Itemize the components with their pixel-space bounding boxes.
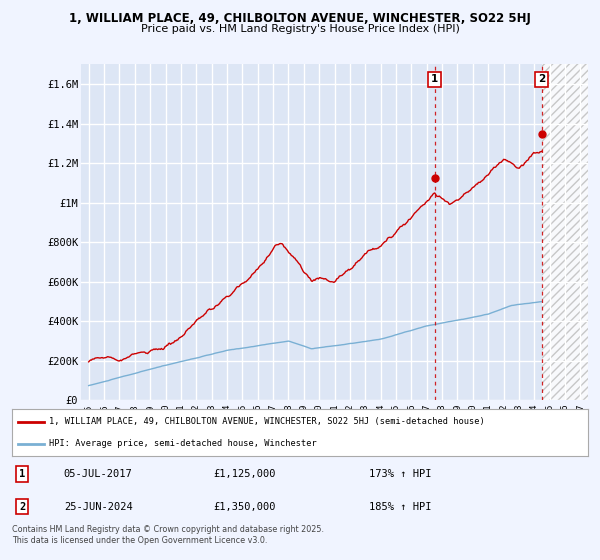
Text: 185% ↑ HPI: 185% ↑ HPI: [369, 502, 431, 511]
Text: 1: 1: [431, 74, 438, 85]
Text: £1,125,000: £1,125,000: [214, 469, 276, 479]
Text: 1, WILLIAM PLACE, 49, CHILBOLTON AVENUE, WINCHESTER, SO22 5HJ (semi-detached hou: 1, WILLIAM PLACE, 49, CHILBOLTON AVENUE,…: [49, 417, 485, 426]
Text: 2: 2: [538, 74, 545, 85]
Text: HPI: Average price, semi-detached house, Winchester: HPI: Average price, semi-detached house,…: [49, 439, 317, 448]
Text: 05-JUL-2017: 05-JUL-2017: [64, 469, 133, 479]
Bar: [542, 64, 588, 400]
Text: Price paid vs. HM Land Registry's House Price Index (HPI): Price paid vs. HM Land Registry's House …: [140, 24, 460, 34]
Text: 1, WILLIAM PLACE, 49, CHILBOLTON AVENUE, WINCHESTER, SO22 5HJ: 1, WILLIAM PLACE, 49, CHILBOLTON AVENUE,…: [69, 12, 531, 25]
Text: 1: 1: [19, 469, 25, 479]
Text: 25-JUN-2024: 25-JUN-2024: [64, 502, 133, 511]
Text: £1,350,000: £1,350,000: [214, 502, 276, 511]
Text: 2: 2: [19, 502, 25, 511]
Text: Contains HM Land Registry data © Crown copyright and database right 2025.
This d: Contains HM Land Registry data © Crown c…: [12, 525, 324, 545]
Text: 173% ↑ HPI: 173% ↑ HPI: [369, 469, 431, 479]
